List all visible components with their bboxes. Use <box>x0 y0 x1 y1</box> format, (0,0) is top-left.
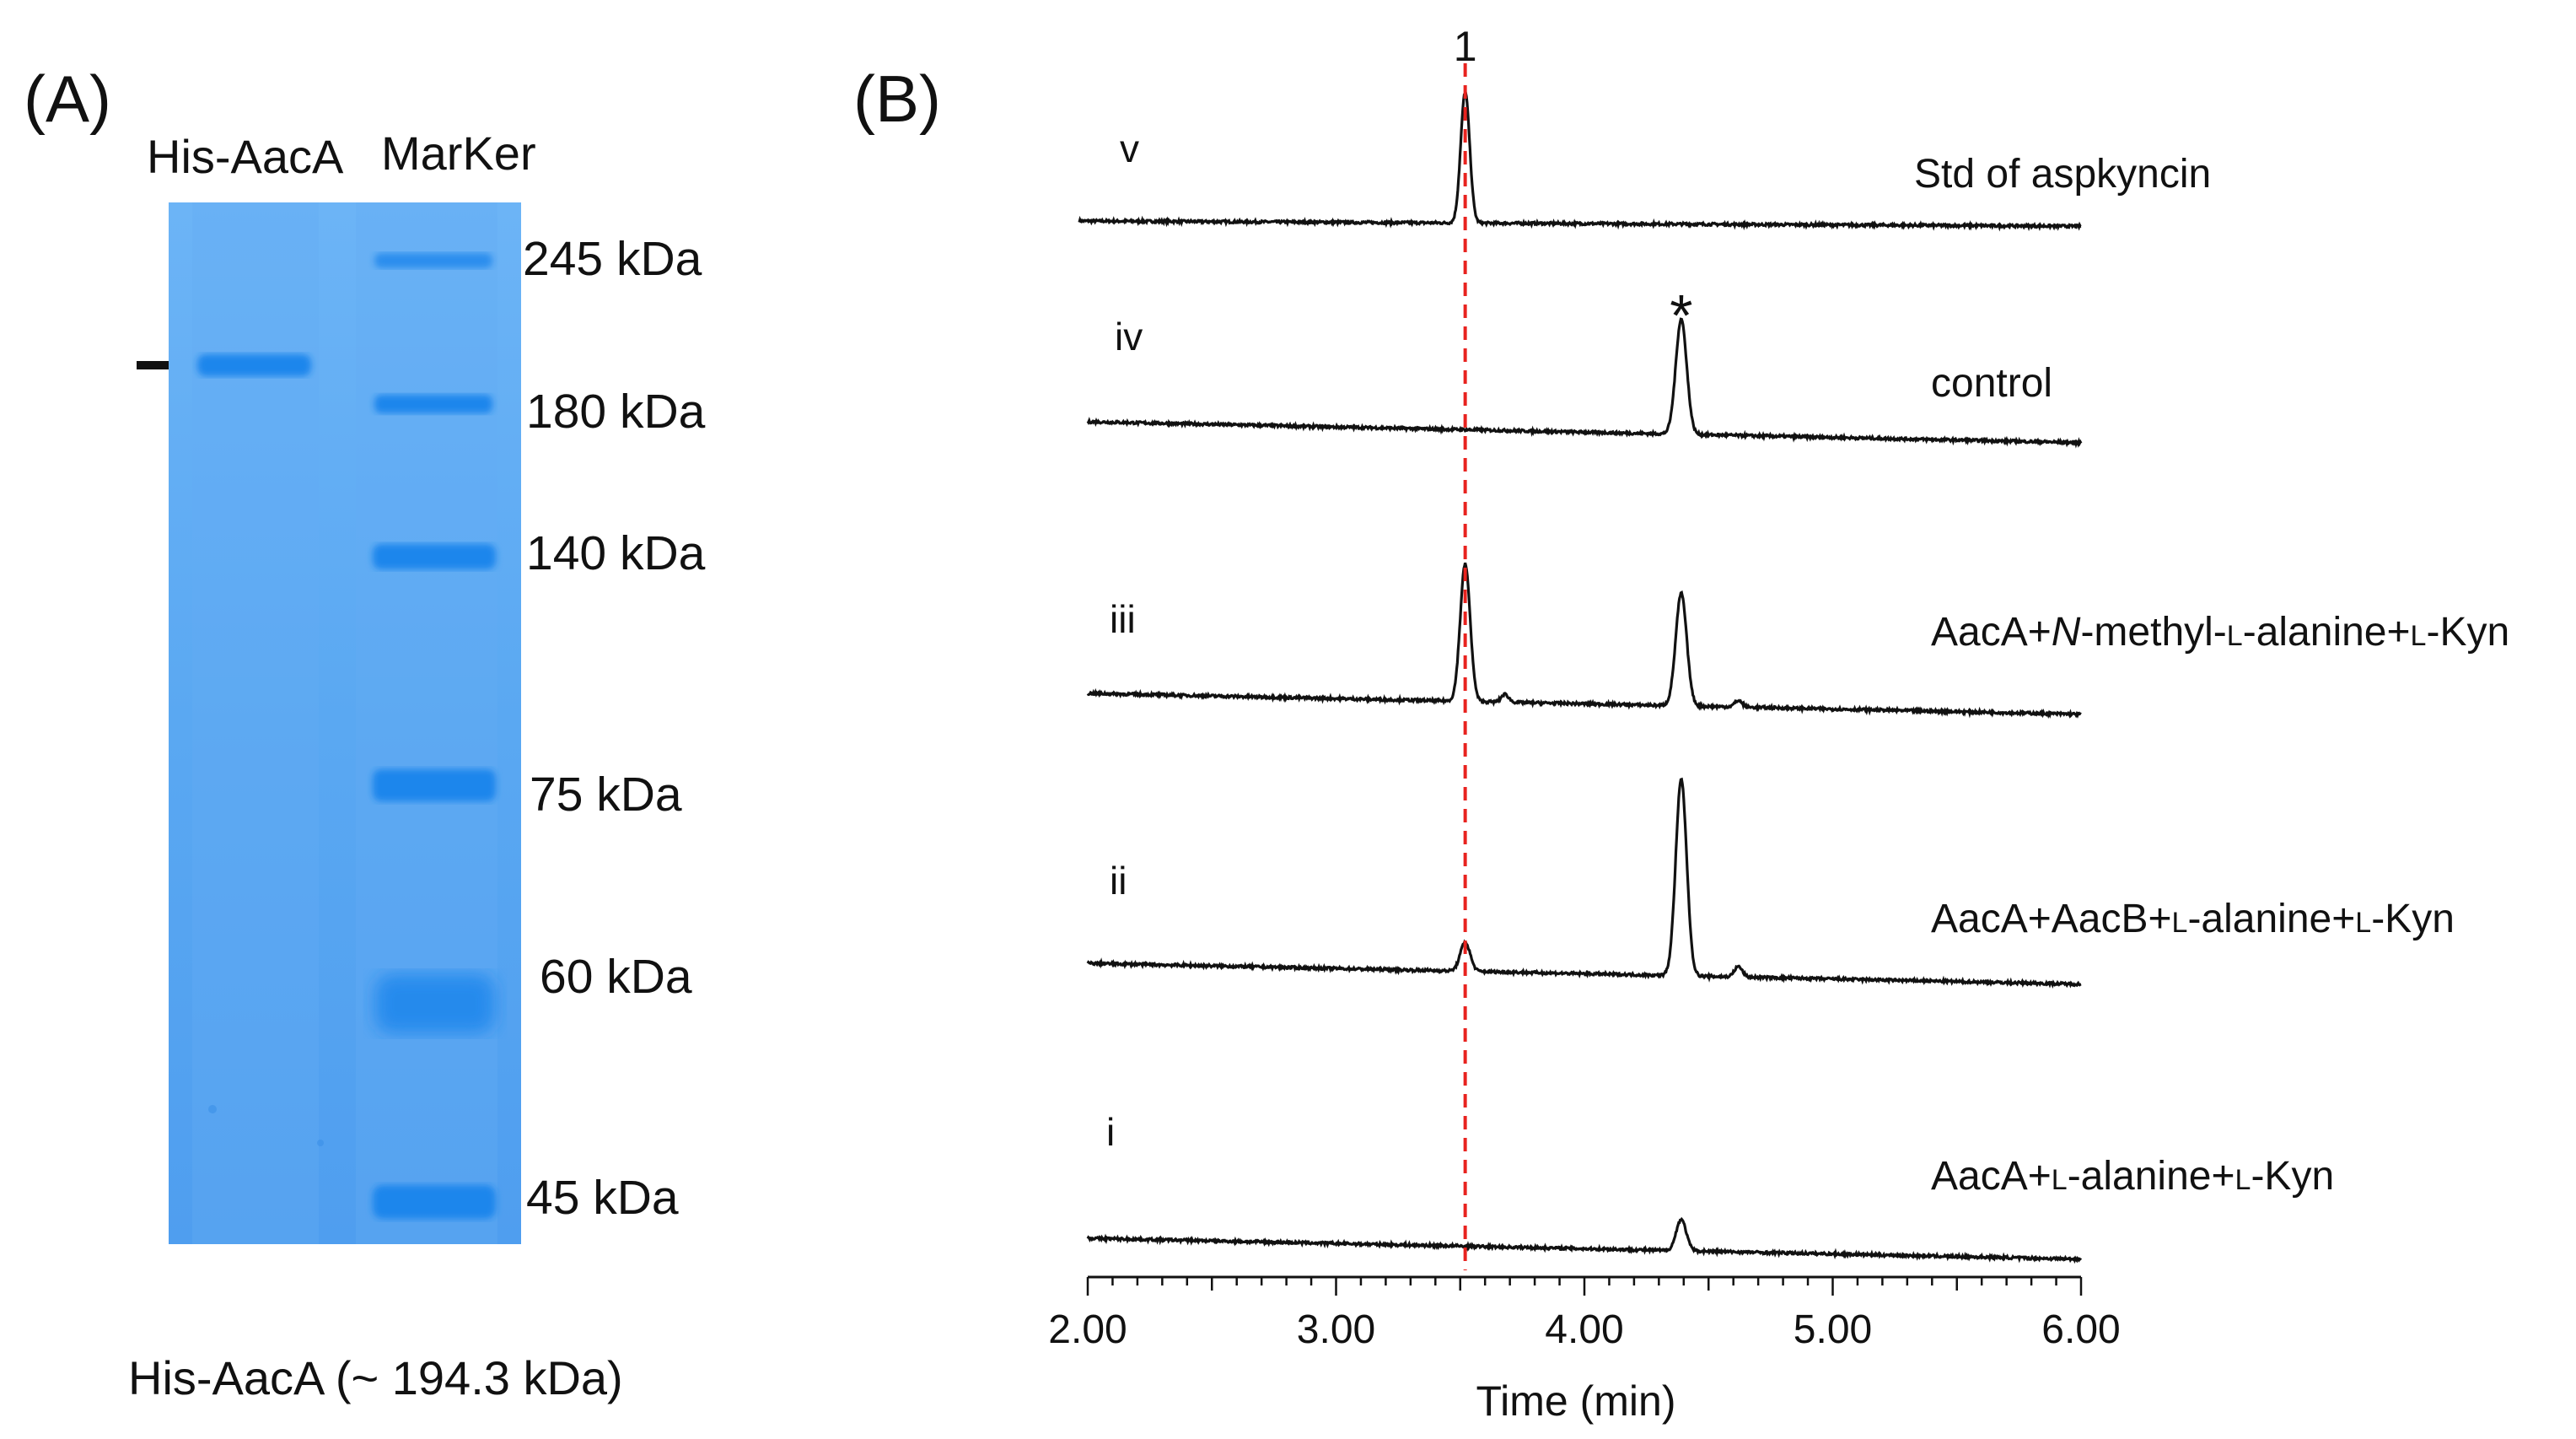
x-tick-label: 3.00 <box>1297 1307 1375 1352</box>
mw-label-180: 180 kDa <box>526 385 706 439</box>
condition-label-i: AacA+L-alanine+L-Kyn <box>1931 1154 2334 1199</box>
condition-label-v: Std of aspkyncin <box>1914 152 2211 197</box>
trace-i <box>1086 1216 2083 1264</box>
trace-label-ii: ii <box>1110 859 1127 903</box>
panel-b-label: (B) <box>853 62 941 136</box>
peak-annotation-asterisk: * <box>1670 283 1692 348</box>
reference-line-label: 1 <box>1454 23 1477 70</box>
trace-iii <box>1086 562 2082 720</box>
marker-band-140 <box>373 544 496 569</box>
trace-label-iv: iv <box>1115 315 1143 358</box>
trace-label-v: v <box>1120 127 1139 170</box>
condition-label-ii: AacA+AacB+L-alanine+L-Kyn <box>1931 897 2455 941</box>
x-tick-label: 6.00 <box>2041 1307 2120 1352</box>
marker-band-180 <box>374 395 492 413</box>
trace-iv <box>1086 317 2083 449</box>
x-tick-label: 5.00 <box>1794 1307 1872 1352</box>
gel-image <box>169 202 521 1244</box>
x-tick-label: 4.00 <box>1545 1307 1623 1352</box>
mw-label-245: 245 kDa <box>523 232 702 286</box>
mw-label-60: 60 kDa <box>540 950 692 1004</box>
panel-a-label: (A) <box>24 62 111 136</box>
sample-band <box>197 354 311 376</box>
mw-label-75: 75 kDa <box>530 768 682 822</box>
marker-band-60 <box>375 974 495 1033</box>
trace-v <box>1078 89 2082 232</box>
trace-label-i: i <box>1106 1110 1115 1154</box>
marker-band-45 <box>373 1185 496 1219</box>
marker-band-75 <box>373 769 496 801</box>
trace-label-iii: iii <box>1110 597 1136 641</box>
marker-band-245 <box>374 253 492 268</box>
trace-ii <box>1086 777 2082 989</box>
x-axis-label: Time (min) <box>1476 1377 1675 1425</box>
mw-label-45: 45 kDa <box>526 1171 679 1225</box>
lane-label-his-aaca: His-AacA <box>147 130 344 183</box>
marker-ladder <box>373 253 496 1219</box>
condition-label-iv: control <box>1931 361 2052 406</box>
condition-label-iii: AacA+N-methyl-L-alanine+L-Kyn <box>1931 610 2509 655</box>
x-tick-label: 2.00 <box>1048 1307 1127 1352</box>
lane-label-marker: MarKer <box>381 127 536 180</box>
panel-a-caption: His-AacA (~ 194.3 kDa) <box>128 1351 623 1404</box>
mw-label-140: 140 kDa <box>526 526 706 580</box>
